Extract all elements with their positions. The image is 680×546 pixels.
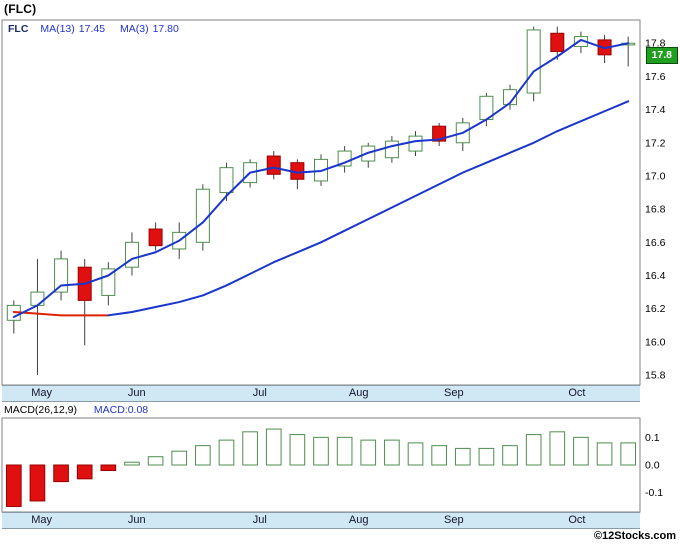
macd-bar-positive [195, 445, 211, 466]
main-plot-frame [1, 19, 641, 386]
price-tick-label: 17.4 [645, 104, 666, 116]
macd-bar-positive [218, 439, 235, 466]
month-label: May [31, 514, 53, 526]
macd-bar-positive [502, 445, 518, 466]
price-tick-label: 16.0 [645, 336, 666, 348]
month-label: Aug [348, 387, 369, 399]
macd-indicator-label: MACD(26,12,9) [4, 404, 77, 416]
month-label: Jun [127, 387, 146, 399]
price-tick-label: 16.4 [645, 270, 666, 282]
legend-symbol-label: FLC [8, 23, 29, 35]
legend-ma3: MA(3) 17.80 [120, 23, 179, 35]
candle-down [266, 155, 281, 175]
macd-bar-positive [313, 436, 329, 466]
candle-up [384, 140, 399, 159]
legend-ma13-label: MA(13) [40, 23, 75, 35]
price-tick-label: 17.0 [645, 170, 666, 182]
macd-bar-positive [242, 431, 258, 466]
macd-bar-positive [525, 434, 542, 466]
macd-bar-positive [265, 428, 282, 466]
ma13-line [107, 100, 630, 317]
macd-bar-positive [171, 450, 188, 466]
candle-up [526, 29, 541, 94]
last-price-badge: 17.8 [645, 47, 678, 64]
watermark: ©12Stocks.com [593, 530, 676, 542]
macd-legend: MACD(26,12,9) MACD:0.08 [4, 404, 148, 416]
macd-tick-label: 0.1 [645, 432, 660, 444]
main-chart-x-axis: May Jun Jul Aug Sep Oct [2, 385, 640, 402]
macd-bar-positive [478, 447, 495, 466]
candle-up [101, 268, 116, 296]
macd-bar-positive [454, 447, 471, 466]
macd-bar-negative [76, 464, 93, 480]
macd-bar-positive [549, 431, 566, 466]
macd-tick-label: -0.1 [645, 487, 663, 499]
macd-bar-positive [384, 439, 400, 466]
month-label: Oct [568, 387, 586, 399]
macd-bar-positive [431, 445, 447, 466]
ma3-line [12, 38, 630, 318]
macd-tick-label: 0.0 [645, 460, 660, 472]
macd-bar-positive [360, 439, 377, 466]
month-label: Jul [252, 387, 267, 399]
legend-ma13: MA(13) 17.45 [40, 23, 105, 35]
price-tick-label: 16.8 [645, 204, 666, 216]
candle-up [195, 188, 210, 243]
macd-current-value: MACD:0.08 [93, 404, 149, 416]
macd-bar-positive [620, 442, 637, 466]
price-tick-label: 16.2 [645, 303, 666, 315]
macd-bar-negative [53, 464, 69, 483]
symbol-heading: (FLC) [4, 2, 37, 16]
price-tick-label: 16.6 [645, 237, 666, 249]
candle-down [148, 228, 163, 247]
candle-up [54, 258, 69, 293]
month-label: Oct [568, 514, 586, 526]
price-tick-label: 17.2 [645, 137, 666, 149]
macd-bar-positive [596, 442, 613, 466]
macd-bar-positive [336, 436, 353, 466]
candle-down [550, 32, 565, 53]
candle-down [432, 125, 447, 142]
month-label: Jul [252, 514, 267, 526]
macd-bar-positive [147, 456, 164, 466]
legend-ma3-value: 17.80 [152, 23, 179, 35]
ma13-line-declining [12, 311, 110, 317]
candle-up [503, 89, 518, 106]
macd-bar-positive [124, 461, 140, 466]
month-label: Sep [443, 514, 464, 526]
price-tick-label: 17.8 [645, 38, 666, 50]
legend-ma13-value: 17.45 [78, 23, 106, 35]
macd-x-axis: May Jun Jul Aug Sep Oct [2, 512, 640, 529]
month-label: Sep [443, 387, 464, 399]
legend-ma3-label: MA(3) [119, 23, 149, 35]
month-label: Jun [127, 514, 146, 526]
candle-up [30, 291, 45, 306]
price-tick-label: 17.6 [645, 71, 666, 83]
macd-bar-negative [5, 464, 22, 507]
macd-bar-negative [100, 464, 117, 472]
candle-up [408, 135, 423, 152]
candle-up [219, 167, 234, 194]
macd-bar-positive [573, 436, 589, 466]
macd-bar-positive [407, 442, 424, 466]
month-label: Aug [348, 514, 369, 526]
main-chart-legend: FLC MA(13) 17.45 MA(3) 17.80 [8, 23, 191, 35]
candle-up [124, 241, 139, 268]
macd-bar-positive [289, 434, 306, 466]
price-tick-label: 15.8 [645, 370, 666, 382]
macd-bar-negative [29, 464, 46, 502]
month-label: May [31, 387, 53, 399]
